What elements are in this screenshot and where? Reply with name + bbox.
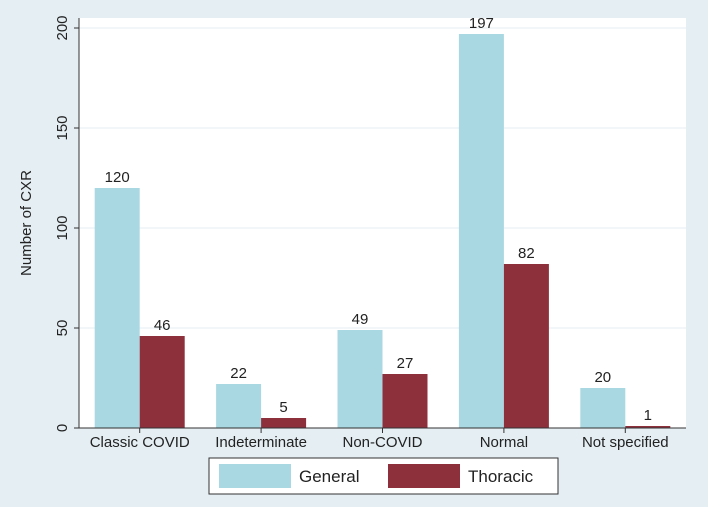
- bars: [94, 34, 671, 428]
- data-label: 49: [352, 311, 369, 328]
- legend: General Thoracic: [208, 457, 559, 495]
- bar-thoracic: [625, 426, 671, 428]
- bar-general: [216, 384, 262, 428]
- data-label: 5: [279, 399, 287, 416]
- data-label: 20: [594, 369, 611, 386]
- bar-thoracic: [382, 374, 428, 428]
- x-tick-label: Not specified: [582, 434, 669, 451]
- bar-thoracic: [503, 264, 549, 428]
- legend-label-general: General: [299, 467, 359, 486]
- y-tick-label: 100: [54, 215, 71, 240]
- x-tick-label: Indeterminate: [215, 434, 307, 451]
- x-axis: Classic COVID Indeterminate Non-COVID Norma…: [79, 427, 686, 451]
- gridlines: [79, 27, 686, 329]
- x-tick-label: Classic COVID: [90, 434, 190, 451]
- x-tick-label: Non-COVID: [342, 434, 422, 451]
- x-tick-label: Normal: [480, 434, 528, 451]
- y-tick-label: 0: [54, 424, 71, 432]
- bar-general: [580, 388, 626, 428]
- bar-thoracic: [261, 418, 307, 428]
- bar-thoracic: [139, 336, 185, 428]
- y-tick-label: 50: [54, 320, 71, 337]
- y-tick-label: 200: [54, 15, 71, 40]
- y-tick-label: 150: [54, 115, 71, 140]
- legend-swatch-thoracic: [388, 464, 460, 488]
- data-label: 120: [105, 169, 130, 186]
- bar-general: [458, 34, 504, 428]
- bar-general: [337, 330, 383, 428]
- y-axis-title: Number of CXR: [18, 170, 35, 276]
- data-label: 27: [397, 355, 414, 372]
- data-label: 22: [230, 365, 247, 382]
- y-axis: 0 50 100 150 200: [54, 15, 80, 432]
- data-label: 197: [469, 15, 494, 32]
- data-labels: 120 46 22 5 49 27 197 82 20 1: [105, 15, 652, 424]
- data-label: 46: [154, 317, 171, 334]
- data-label: 1: [644, 407, 652, 424]
- legend-label-thoracic: Thoracic: [468, 467, 534, 486]
- bar-general: [94, 188, 140, 428]
- legend-swatch-general: [219, 464, 291, 488]
- data-label: 82: [518, 245, 535, 262]
